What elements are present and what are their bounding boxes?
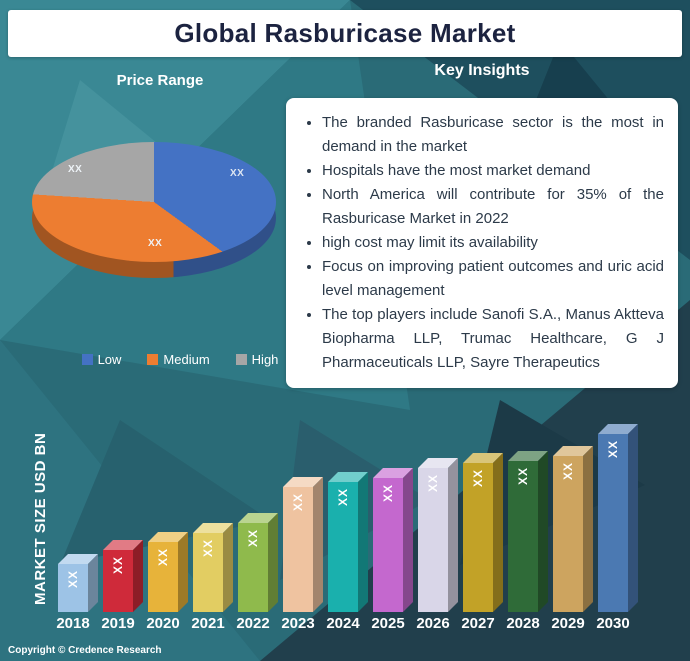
bar-column: XX 2026	[416, 468, 450, 632]
bar-2030: XX	[598, 434, 628, 612]
bar-column: XX 2023	[281, 487, 315, 632]
bar-value-label: XX	[66, 570, 80, 589]
insight-bullet: The top players include Sanofi S.A., Man…	[322, 303, 664, 375]
pie-top	[32, 142, 276, 262]
bar-2021: XX	[193, 533, 223, 612]
bar-column: XX 2027	[461, 463, 495, 632]
bar-column: XX 2025	[371, 478, 405, 632]
legend-swatch-icon	[81, 354, 93, 365]
x-axis-year-label: 2021	[191, 615, 225, 632]
bar-column: XX 2021	[191, 533, 225, 632]
copyright-text: Copyright © Credence Research	[8, 645, 162, 656]
bar-2019: XX	[103, 550, 133, 612]
x-axis-year-label: 2024	[326, 615, 360, 632]
bar-value-label: XX	[246, 529, 260, 548]
bar-2023: XX	[283, 487, 313, 612]
bar-value-label: XX	[426, 474, 440, 493]
bar-column: XX 2024	[326, 482, 360, 632]
insight-bullet: North America will contribute for 35% of…	[322, 183, 664, 231]
x-axis-year-label: 2027	[461, 615, 495, 632]
bar-2028: XX	[508, 461, 538, 612]
x-axis-year-label: 2020	[146, 615, 180, 632]
legend-label: Low	[97, 352, 122, 367]
bar-2018: XX	[58, 564, 88, 612]
legend-item-low: Low	[81, 352, 122, 367]
x-axis-year-label: 2025	[371, 615, 405, 632]
bar-2025: XX	[373, 478, 403, 612]
bar-2026: XX	[418, 468, 448, 612]
x-axis-year-label: 2026	[416, 615, 450, 632]
x-axis-year-label: 2023	[281, 615, 315, 632]
x-axis-year-label: 2029	[551, 615, 585, 632]
x-axis-year-label: 2019	[101, 615, 135, 632]
bar-2024: XX	[328, 482, 358, 612]
bar-value-label: XX	[156, 548, 170, 567]
bar-column: XX 2028	[506, 461, 540, 632]
bar-column: XX 2018	[56, 564, 90, 632]
bar-column: XX 2022	[236, 523, 270, 632]
key-insights-title: Key Insights	[434, 62, 530, 79]
legend-label: Medium	[163, 352, 210, 367]
insight-bullet: high cost may limit its availability	[322, 231, 664, 255]
title-bar: Global Rasburicase Market	[8, 10, 682, 57]
pie-legend: Low Medium High	[50, 352, 310, 367]
insight-bullet: Hospitals have the most market demand	[322, 159, 664, 183]
bar-column: XX 2030	[596, 434, 630, 632]
legend-item-medium: Medium	[147, 352, 210, 367]
bar-value-label: XX	[381, 484, 395, 503]
legend-label: High	[251, 352, 279, 367]
bar-value-label: XX	[471, 469, 485, 488]
bar-2027: XX	[463, 463, 493, 612]
key-insights-box: The branded Rasburicase sector is the mo…	[286, 98, 678, 388]
bar-chart: XX 2018 XX 2019 XX 2020 XX 2021 XX 2022 XX 2023 XX 20…	[56, 434, 630, 632]
x-axis-year-label: 2018	[56, 615, 90, 632]
bar-value-label: XX	[291, 493, 305, 512]
pie-slice-label-low: XX	[230, 168, 245, 179]
insight-bullet: The branded Rasburicase sector is the mo…	[322, 111, 664, 159]
bar-value-label: XX	[516, 467, 530, 486]
insight-bullet: Focus on improving patient outcomes and …	[322, 255, 664, 303]
pie-chart: XX XX XX	[32, 142, 276, 282]
pie-slice-label-high: XX	[68, 164, 83, 175]
key-insights-list: The branded Rasburicase sector is the mo…	[300, 111, 664, 375]
bar-value-label: XX	[561, 462, 575, 481]
y-axis-label: MARKET SIZE USD BN	[32, 432, 49, 606]
legend-swatch-icon	[147, 354, 159, 365]
bar-value-label: XX	[201, 539, 215, 558]
bar-column: XX 2019	[101, 550, 135, 632]
pie-slice-label-medium: XX	[148, 238, 163, 249]
x-axis-year-label: 2030	[596, 615, 630, 632]
legend-swatch-icon	[235, 354, 247, 365]
bar-value-label: XX	[111, 556, 125, 575]
x-axis-year-label: 2028	[506, 615, 540, 632]
pie-chart-title: Price Range	[116, 72, 204, 89]
bar-column: XX 2029	[551, 456, 585, 632]
bar-column: XX 2020	[146, 542, 180, 632]
page-title: Global Rasburicase Market	[174, 18, 516, 48]
legend-item-high: High	[235, 352, 279, 367]
bar-2020: XX	[148, 542, 178, 612]
bar-2029: XX	[553, 456, 583, 612]
x-axis-year-label: 2022	[236, 615, 270, 632]
bar-2022: XX	[238, 523, 268, 612]
bar-value-label: XX	[336, 488, 350, 507]
bar-value-label: XX	[606, 440, 620, 459]
